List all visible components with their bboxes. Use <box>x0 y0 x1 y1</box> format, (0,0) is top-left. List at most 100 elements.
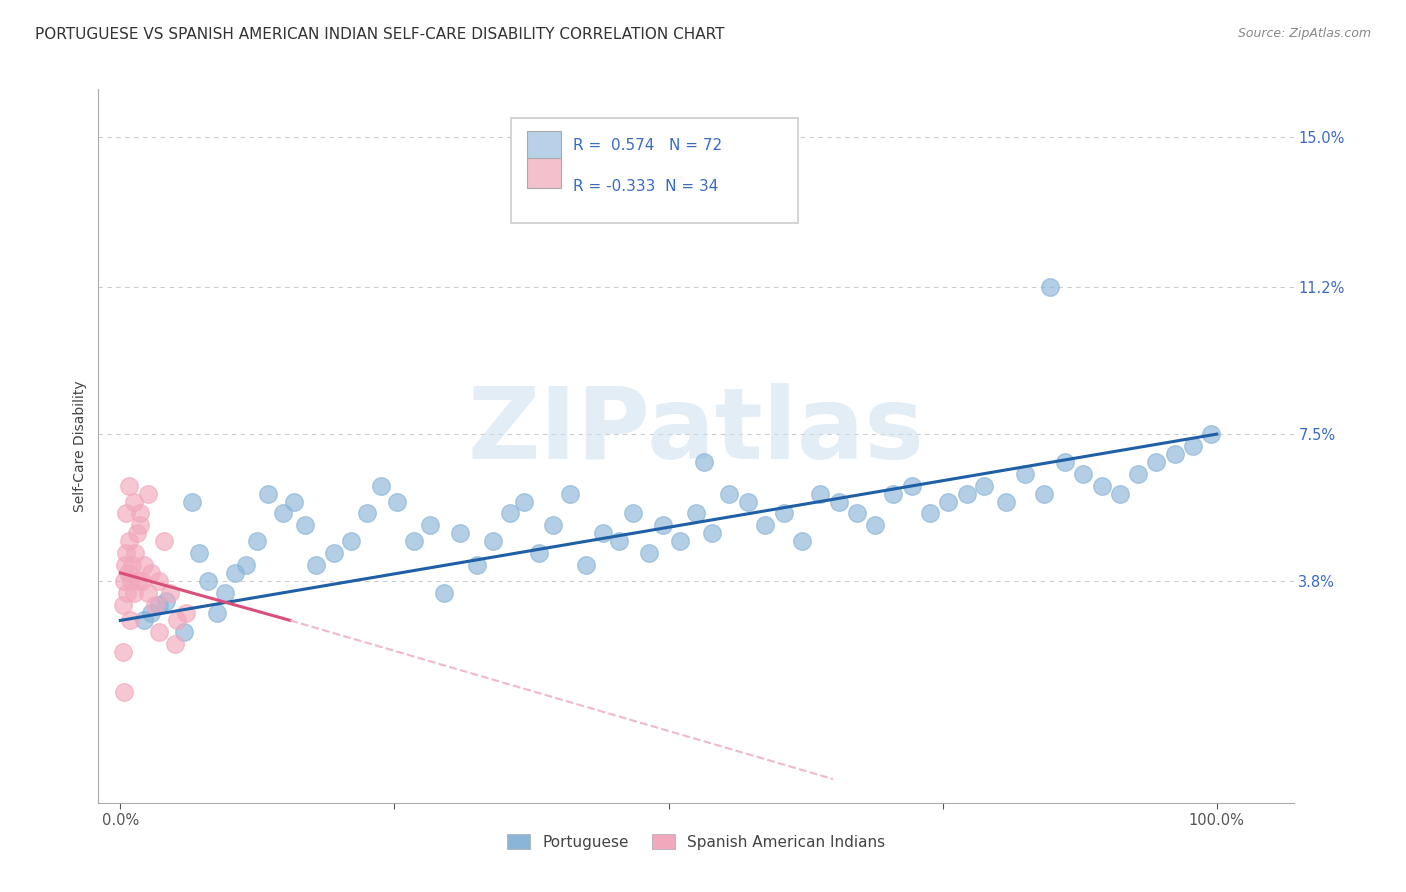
Point <box>717 486 740 500</box>
Text: ZIPatlas: ZIPatlas <box>468 384 924 480</box>
Point <box>1126 467 1149 481</box>
Point <box>882 486 904 500</box>
Point <box>956 486 979 500</box>
Point <box>115 585 138 599</box>
Point <box>180 494 202 508</box>
Point <box>637 546 659 560</box>
Point <box>166 614 188 628</box>
Point <box>385 494 408 508</box>
Point <box>124 546 146 560</box>
Y-axis label: Self-Care Disability: Self-Care Disability <box>73 380 87 512</box>
Point <box>148 574 170 588</box>
Point <box>702 526 724 541</box>
Point <box>117 566 139 580</box>
Text: Source: ZipAtlas.com: Source: ZipAtlas.com <box>1237 27 1371 40</box>
Point <box>118 534 141 549</box>
Point <box>1039 280 1062 294</box>
Point <box>356 507 378 521</box>
Point <box>131 574 153 588</box>
Point <box>668 534 690 549</box>
Bar <box>527 130 561 161</box>
Point <box>339 534 361 549</box>
Point <box>973 478 995 492</box>
Point <box>271 507 294 521</box>
Point <box>145 598 167 612</box>
Point <box>1109 486 1132 500</box>
Point <box>120 574 142 588</box>
Point <box>114 558 136 572</box>
Point <box>136 486 159 500</box>
Point <box>214 585 236 599</box>
Point <box>754 518 776 533</box>
Point <box>129 518 152 533</box>
Point <box>134 558 156 572</box>
Point <box>936 494 959 508</box>
Point <box>433 585 456 599</box>
Point <box>257 486 280 500</box>
Bar <box>527 158 561 188</box>
Point <box>125 526 148 541</box>
Point <box>120 614 142 628</box>
Point <box>482 534 505 549</box>
Point <box>692 455 714 469</box>
Point <box>139 566 162 580</box>
Point <box>449 526 471 541</box>
Point <box>134 614 156 628</box>
Point <box>995 494 1018 508</box>
Point <box>122 494 145 508</box>
Point <box>827 494 849 508</box>
Point <box>114 507 136 521</box>
Point <box>294 518 316 533</box>
Point <box>224 566 246 580</box>
Point <box>846 507 869 521</box>
Point <box>1071 467 1094 481</box>
Point <box>498 507 520 521</box>
Point <box>111 645 134 659</box>
Point <box>592 526 614 541</box>
Point <box>1014 467 1036 481</box>
Point <box>404 534 426 549</box>
Point <box>127 574 149 588</box>
Point <box>370 478 392 492</box>
Point <box>114 546 136 560</box>
Point <box>129 507 152 521</box>
Point <box>527 546 550 560</box>
Point <box>1181 439 1204 453</box>
Point <box>121 558 143 572</box>
Point <box>118 478 141 492</box>
Point <box>465 558 488 572</box>
Text: R = -0.333  N = 34: R = -0.333 N = 34 <box>572 179 718 194</box>
Point <box>148 625 170 640</box>
Point <box>112 685 135 699</box>
Point <box>1054 455 1077 469</box>
Point <box>122 585 145 599</box>
Point <box>246 534 269 549</box>
Point <box>139 606 162 620</box>
Text: R =  0.574   N = 72: R = 0.574 N = 72 <box>572 138 723 153</box>
Point <box>419 518 441 533</box>
Point <box>197 574 219 588</box>
Point <box>543 518 565 533</box>
Point <box>1201 427 1223 442</box>
Point <box>165 637 187 651</box>
Point <box>575 558 598 572</box>
Point <box>235 558 257 572</box>
Point <box>737 494 759 508</box>
Point <box>808 486 831 500</box>
Point <box>863 518 886 533</box>
Point <box>112 574 135 588</box>
Point <box>323 546 346 560</box>
Point <box>188 546 211 560</box>
Point <box>558 486 581 500</box>
Point <box>1146 455 1168 469</box>
Point <box>159 585 181 599</box>
Point <box>918 507 941 521</box>
FancyBboxPatch shape <box>510 118 797 223</box>
Point <box>513 494 536 508</box>
Point <box>111 598 134 612</box>
Point <box>623 507 645 521</box>
Point <box>136 585 159 599</box>
Point <box>1091 478 1114 492</box>
Point <box>1164 447 1187 461</box>
Point <box>652 518 675 533</box>
